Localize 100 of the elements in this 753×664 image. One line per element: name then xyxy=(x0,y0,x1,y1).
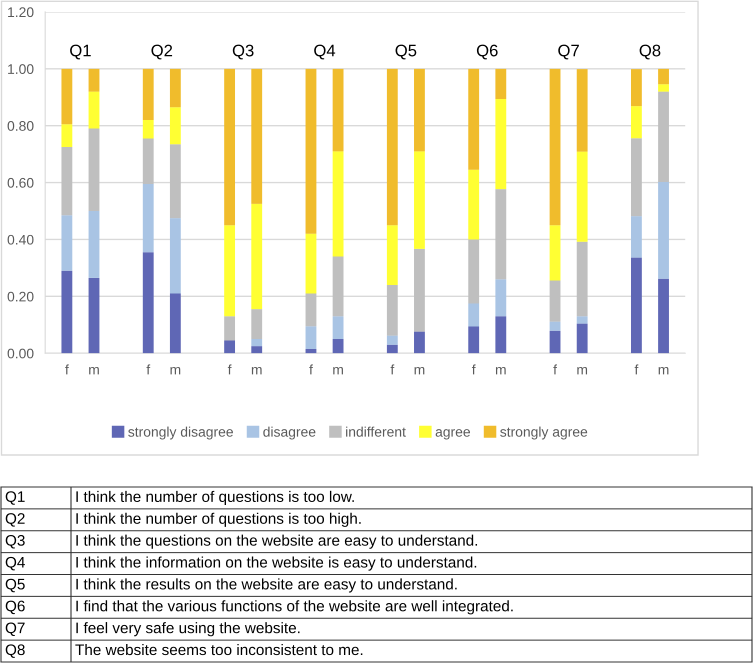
text: Q2 xyxy=(6,513,25,527)
x-tick-label: m xyxy=(333,366,343,374)
bar xyxy=(550,280,560,322)
annotation: Q6 xyxy=(476,44,498,60)
annotation: Q7 xyxy=(558,44,579,60)
text: Q7 xyxy=(6,622,25,636)
bar xyxy=(224,225,236,316)
bar xyxy=(630,216,642,258)
annotation: Q8 xyxy=(640,44,660,60)
text: Q5 xyxy=(6,578,25,592)
x-tick-label: f xyxy=(390,364,394,374)
text: I think the results on the website are easy to understand. xyxy=(76,578,457,593)
bar xyxy=(495,316,506,354)
annotation: Q1 xyxy=(70,44,91,60)
bar xyxy=(332,316,344,340)
bar xyxy=(468,239,480,304)
x-tick-label: m xyxy=(658,366,668,374)
bar xyxy=(550,68,560,226)
x-tick-label: m xyxy=(170,366,180,374)
y-tick-label: 0.60 xyxy=(8,178,34,188)
text: I find that the various functions of the website are well integrated. xyxy=(76,600,513,614)
bar xyxy=(306,234,316,294)
bar xyxy=(224,340,236,354)
bar xyxy=(386,336,398,345)
bar xyxy=(576,242,588,316)
legend-label: strongly disagree xyxy=(128,426,233,440)
bar xyxy=(224,68,236,226)
bar xyxy=(306,68,316,234)
bar xyxy=(576,316,588,324)
text: I think the information on the website is easy to understand. xyxy=(76,556,476,571)
bar xyxy=(88,278,100,354)
y-tick-label: 1.00 xyxy=(8,64,34,74)
bar xyxy=(414,151,425,249)
y-tick-label: 0.40 xyxy=(8,234,34,245)
bar xyxy=(576,69,588,152)
bar xyxy=(251,346,262,354)
x-tick-label: f xyxy=(553,364,557,374)
x-tick-label: m xyxy=(252,366,262,374)
text: I feel very safe using the website. xyxy=(76,622,300,636)
bar xyxy=(630,258,642,354)
bar xyxy=(61,270,72,354)
bar xyxy=(658,278,669,354)
bar xyxy=(142,138,154,184)
legend-label: strongly agree xyxy=(500,426,588,440)
bar xyxy=(658,68,669,84)
bar xyxy=(61,124,72,148)
bar xyxy=(495,98,506,190)
bar xyxy=(332,151,344,257)
bar xyxy=(142,68,154,120)
bar xyxy=(332,256,344,316)
y-tick-label: 0.20 xyxy=(8,292,34,302)
bar xyxy=(88,92,100,129)
legend-label: disagree xyxy=(263,426,316,440)
bar xyxy=(251,68,262,204)
bar xyxy=(61,215,72,271)
legend-label: agree xyxy=(436,429,470,440)
text: Q6 xyxy=(6,600,25,614)
bar xyxy=(630,138,642,216)
bar xyxy=(550,225,560,280)
bar xyxy=(251,204,262,310)
bar xyxy=(142,252,154,354)
x-tick-label: m xyxy=(577,366,588,374)
legend-label: indifferent xyxy=(346,426,406,437)
bar xyxy=(495,279,506,316)
y-tick-label: 1.20 xyxy=(8,7,34,18)
x-tick-label: f xyxy=(472,364,476,374)
bar xyxy=(332,68,344,152)
bar xyxy=(386,284,398,336)
x-tick-label: f xyxy=(309,364,313,374)
annotation: Q4 xyxy=(314,44,336,60)
annotation: Q2 xyxy=(151,44,172,60)
bar xyxy=(224,316,236,340)
bar xyxy=(88,211,100,278)
bar xyxy=(88,68,100,92)
bar xyxy=(414,248,425,332)
bar xyxy=(386,225,398,285)
bar xyxy=(658,182,669,279)
bar xyxy=(630,69,642,106)
bar xyxy=(170,294,181,354)
bar xyxy=(658,92,669,182)
bar xyxy=(468,303,480,327)
bar xyxy=(170,144,181,218)
text: Q3 xyxy=(6,534,25,549)
x-tick-label: f xyxy=(634,364,638,374)
text: Q8 xyxy=(6,644,25,658)
annotation: Q5 xyxy=(396,44,416,60)
y-tick-label: 0.80 xyxy=(8,121,34,131)
bar xyxy=(386,68,398,226)
bar xyxy=(88,128,100,212)
bar xyxy=(332,339,344,354)
bar xyxy=(170,107,181,144)
x-tick-label: m xyxy=(414,366,424,374)
bar xyxy=(306,348,316,354)
bar xyxy=(468,68,480,170)
text: I think the number of questions is too high. xyxy=(76,512,361,527)
bar xyxy=(170,68,181,108)
bar xyxy=(61,147,72,216)
bar xyxy=(550,322,560,331)
text: I think the questions on the website are easy to understand. xyxy=(76,534,478,549)
bar xyxy=(468,170,480,240)
